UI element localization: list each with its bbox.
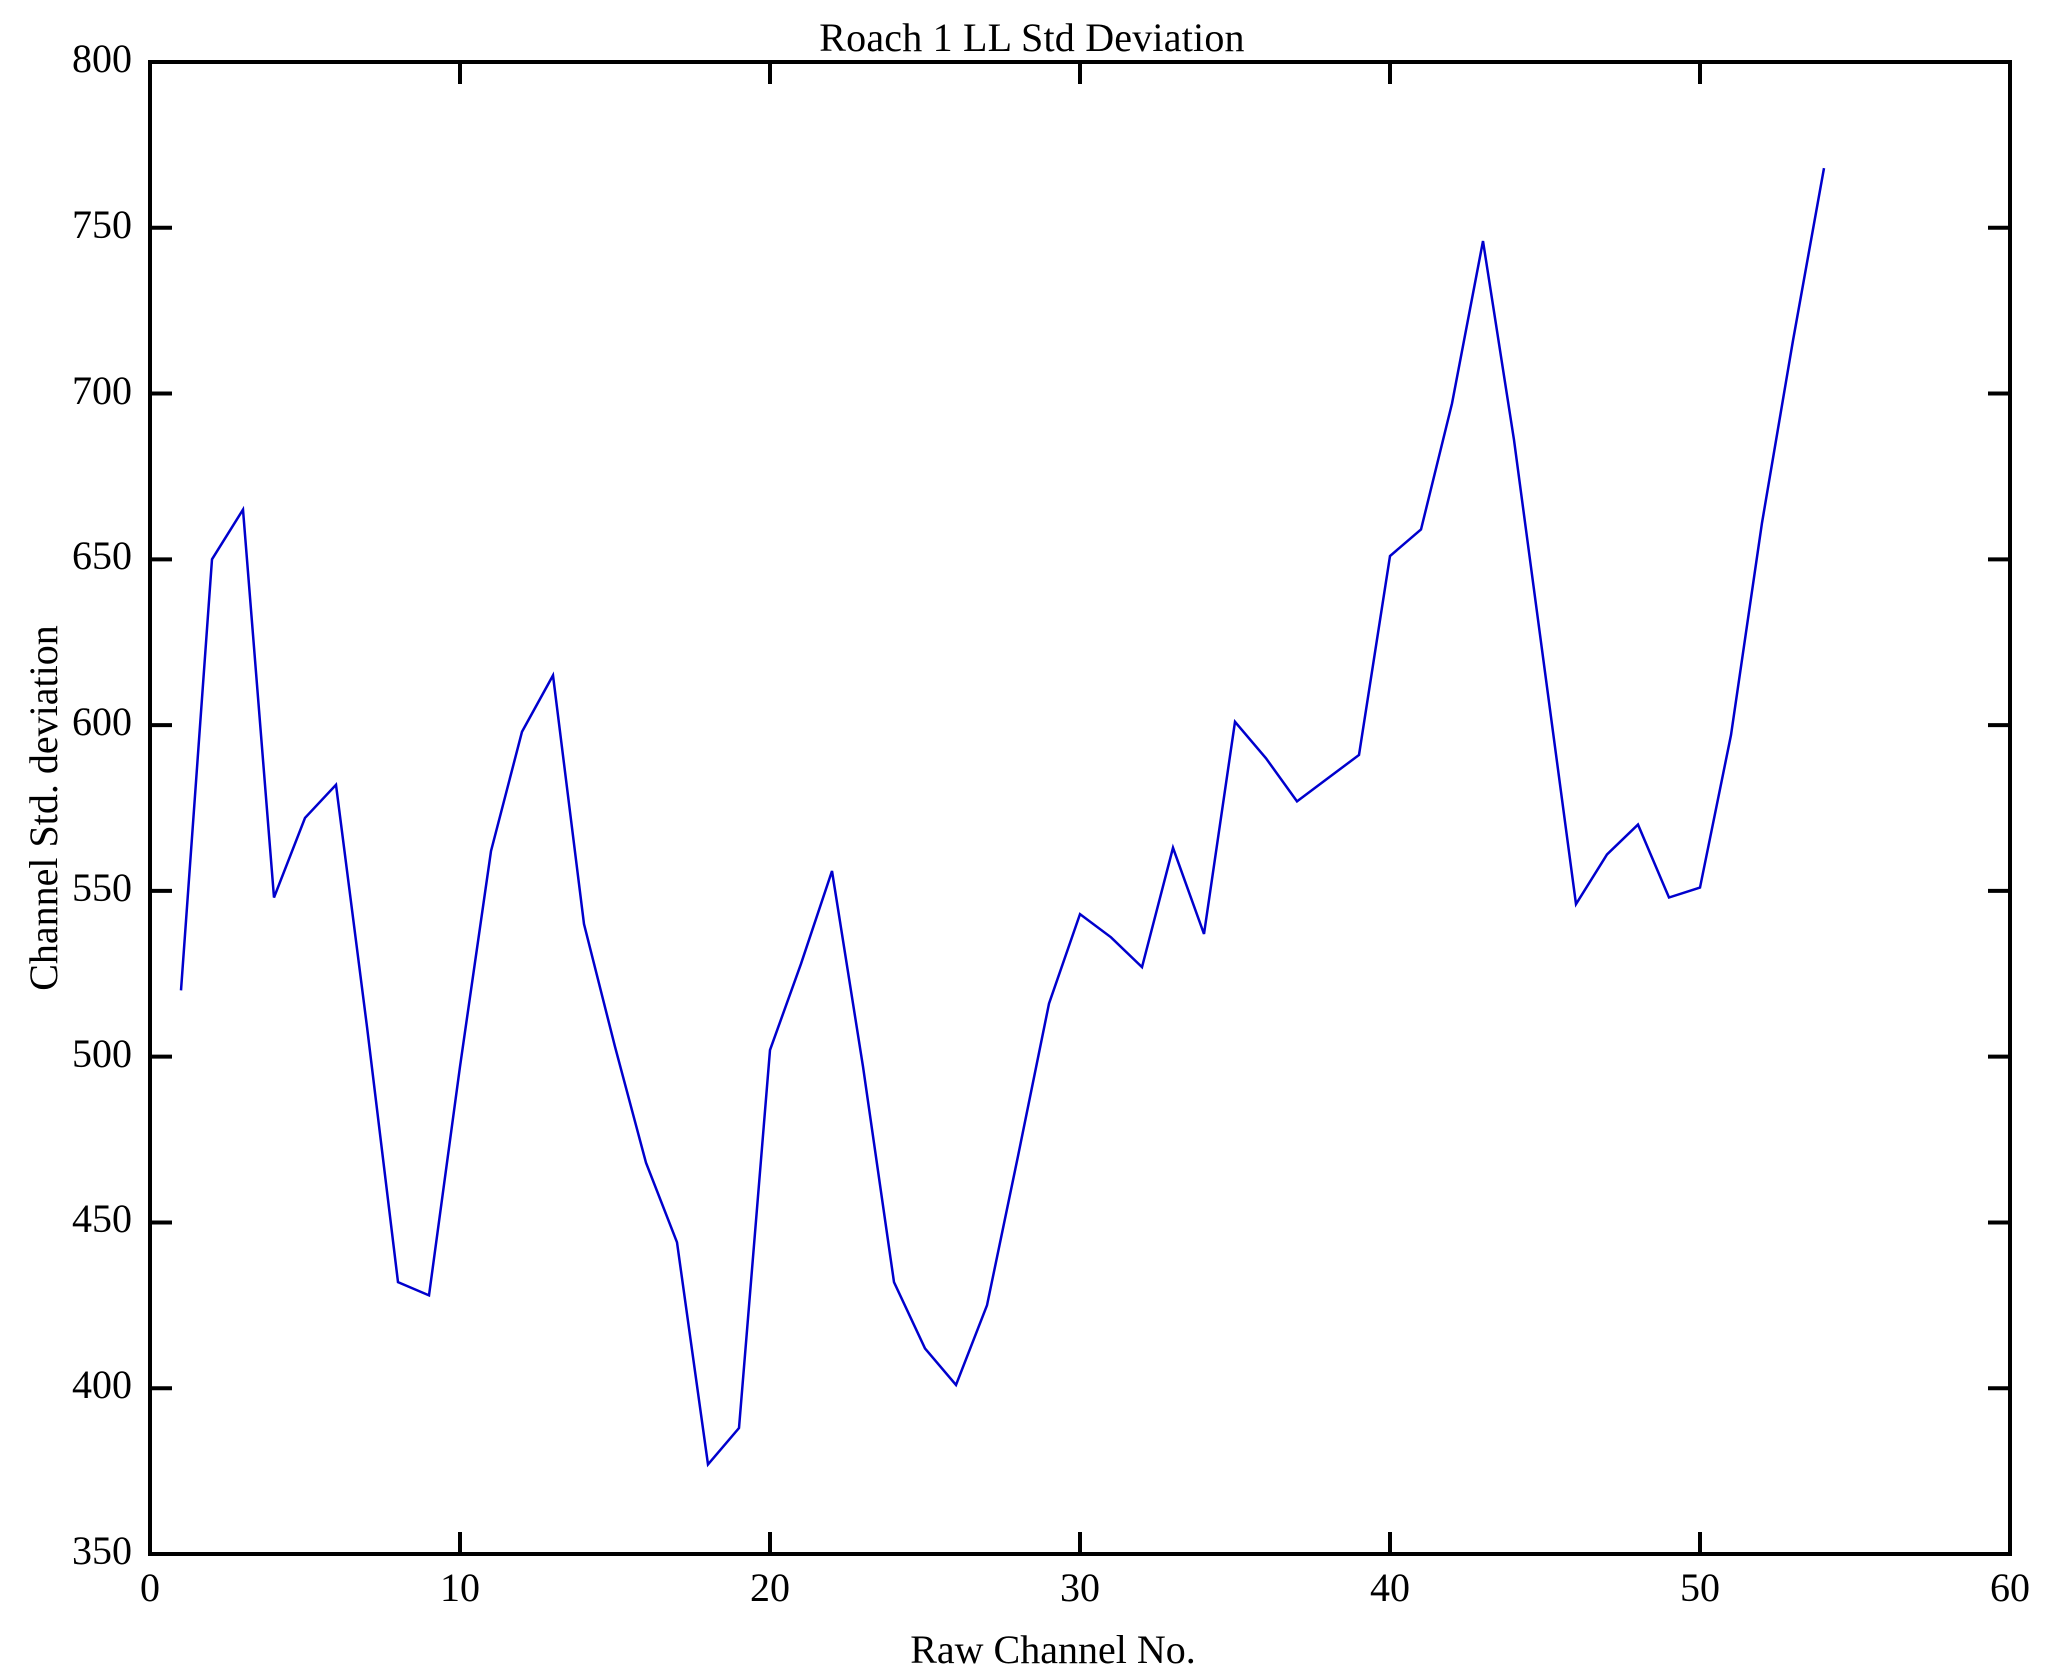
y-tick-label: 750 <box>72 201 132 247</box>
x-tick-label: 20 <box>750 1565 790 1610</box>
chart-title: Roach 1 LL Std Deviation <box>0 14 2046 61</box>
plot-frame <box>148 60 2012 1556</box>
x-tick-label: 50 <box>1680 1565 1720 1610</box>
y-axis-title: Channel Std. deviation <box>21 625 66 991</box>
y-tick-label: 650 <box>72 533 132 579</box>
data-series-line <box>179 167 1826 1468</box>
x-tick-label: 60 <box>1990 1565 2030 1610</box>
x-tick-label: 40 <box>1370 1565 1410 1610</box>
y-tick-label: 800 <box>72 36 132 81</box>
y-tick-label: 700 <box>72 367 132 413</box>
y-tick-label: 350 <box>72 1528 132 1573</box>
y-tick-label: 550 <box>72 864 132 910</box>
y-tick-label: 450 <box>72 1196 132 1242</box>
x-tick-label: 10 <box>440 1565 480 1610</box>
x-axis-title: Raw Channel No. <box>0 1626 2046 1671</box>
x-tick-label: 30 <box>1060 1565 1100 1610</box>
chart-title-text: Roach 1 LL Std Deviation <box>819 15 1245 60</box>
y-axis-ticks <box>150 225 2010 1391</box>
y-tick-label: 600 <box>72 699 132 745</box>
y-tick-label: 400 <box>72 1362 132 1408</box>
x-tick-label: 0 <box>140 1565 160 1610</box>
x-axis-ticks <box>458 62 1702 1554</box>
y-tick-label: 500 <box>72 1030 132 1076</box>
x-axis-title-text: Raw Channel No. <box>910 1627 1196 1671</box>
